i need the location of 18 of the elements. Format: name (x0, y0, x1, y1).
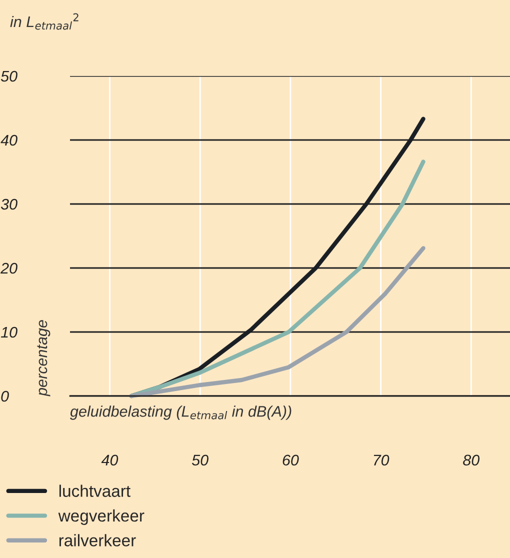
y-tick-label: 10 (0, 326, 18, 338)
legend-label: railverkeer (59, 534, 136, 546)
y-tick-label: 20 (0, 262, 18, 274)
y-tick-label: 0 (1, 390, 9, 402)
chart-title: in L$_{etmaal}$$^{2}$ (10, 13, 78, 30)
legend-label: luchtvaart (59, 484, 130, 497)
x-tick-label: 50 (192, 454, 208, 466)
y-tick-label: 30 (0, 198, 18, 210)
y-tick-label: 50 (0, 70, 18, 82)
y-axis-title: percentage (37, 320, 50, 396)
x-tick-label: 70 (374, 454, 390, 466)
x-axis-title: geluidbelasting (L$_{etmaal}$ in dB(A)) (70, 406, 292, 420)
legend-label: wegverkeer (58, 509, 144, 525)
x-tick-label: 40 (101, 454, 118, 466)
y-tick-label: 40 (0, 134, 18, 146)
line-series (129, 246, 426, 398)
x-tick-label: 80 (463, 454, 480, 466)
x-tick-label: 60 (282, 454, 299, 466)
